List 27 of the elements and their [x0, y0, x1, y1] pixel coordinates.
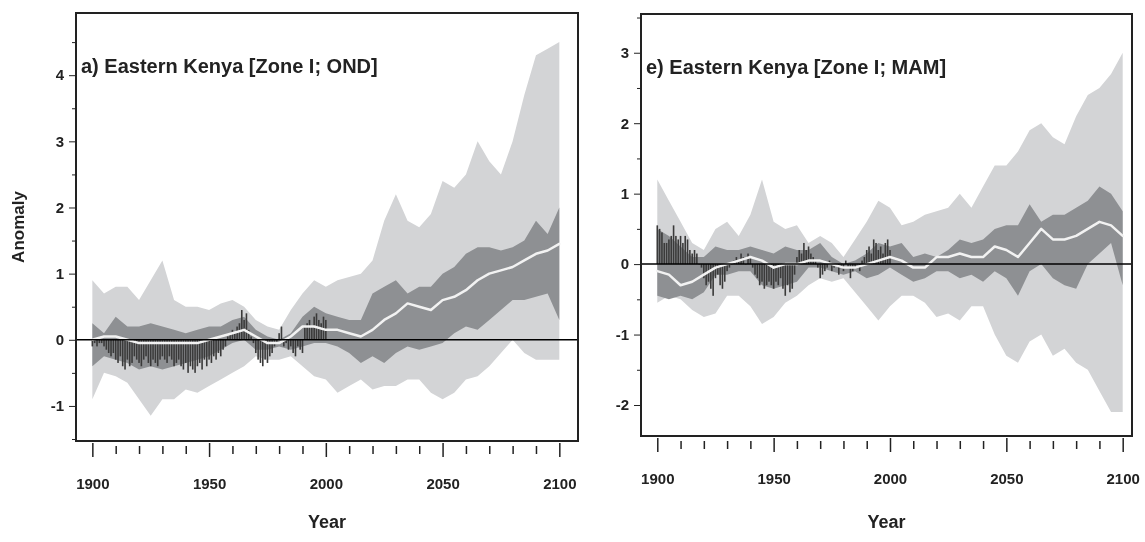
y-tick-label: 2	[620, 114, 629, 132]
x-tick-label: 1900	[641, 469, 675, 487]
x-tick-label: 2050	[990, 469, 1024, 487]
y-tick-label: -2	[615, 396, 629, 414]
x-axis-title: Year	[867, 512, 906, 532]
y-tick-label: 4	[55, 66, 65, 84]
x-tick-label: 2000	[309, 474, 344, 492]
y-tick-label: 3	[620, 44, 629, 62]
y-tick-label: 2	[55, 198, 64, 216]
x-tick-label: 2050	[426, 474, 460, 492]
text: e) Eastern Kenya [Zone I; MAM]	[646, 56, 947, 78]
y-tick-label: 3	[55, 132, 64, 150]
y-tick-label: 0	[620, 255, 629, 273]
x-axis-title: Year	[307, 512, 347, 532]
x-tick-label: 1950	[757, 469, 791, 487]
text: a) Eastern Kenya [Zone I; OND]	[81, 55, 378, 77]
x-tick-label: 1900	[76, 474, 110, 492]
y-tick-label: 0	[55, 331, 64, 349]
y-tick-label: 1	[620, 184, 629, 202]
y-tick-label: 1	[55, 264, 64, 282]
x-tick-label: 2100	[543, 474, 577, 492]
x-tick-label: 1950	[192, 474, 227, 492]
y-tick-label: -1	[50, 397, 64, 415]
y-axis-title: Anomaly	[9, 190, 28, 263]
x-tick-label: 2100	[1106, 469, 1140, 487]
y-tick-label: -1	[615, 325, 629, 343]
x-tick-label: 2000	[873, 469, 908, 487]
